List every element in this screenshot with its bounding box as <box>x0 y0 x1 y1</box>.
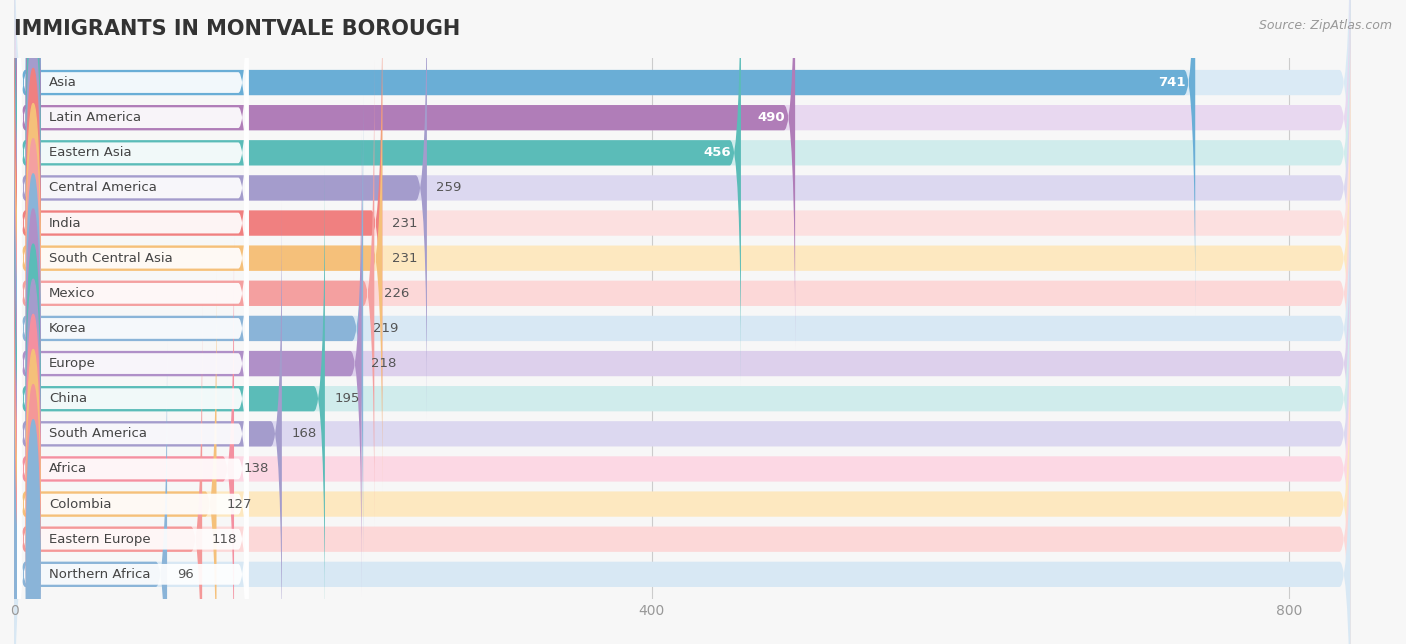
FancyBboxPatch shape <box>14 200 281 644</box>
FancyBboxPatch shape <box>14 25 382 491</box>
Circle shape <box>27 244 41 553</box>
FancyBboxPatch shape <box>14 25 1351 491</box>
FancyBboxPatch shape <box>14 236 233 644</box>
Text: 231: 231 <box>392 252 418 265</box>
Text: 456: 456 <box>704 146 731 159</box>
FancyBboxPatch shape <box>17 0 249 364</box>
FancyBboxPatch shape <box>17 293 249 644</box>
FancyBboxPatch shape <box>14 166 1351 632</box>
Text: 490: 490 <box>758 111 786 124</box>
Text: 218: 218 <box>371 357 396 370</box>
Text: Asia: Asia <box>49 76 77 89</box>
Text: Source: ZipAtlas.com: Source: ZipAtlas.com <box>1258 19 1392 32</box>
Circle shape <box>27 174 41 483</box>
Text: 231: 231 <box>392 216 418 229</box>
FancyBboxPatch shape <box>14 0 382 457</box>
FancyBboxPatch shape <box>17 0 249 399</box>
Circle shape <box>27 420 41 644</box>
Text: 118: 118 <box>212 533 238 545</box>
Text: 741: 741 <box>1159 76 1185 89</box>
Circle shape <box>27 68 41 377</box>
Text: 138: 138 <box>243 462 269 475</box>
FancyBboxPatch shape <box>17 328 249 644</box>
FancyBboxPatch shape <box>14 60 374 527</box>
Text: 219: 219 <box>373 322 398 335</box>
FancyBboxPatch shape <box>14 200 1351 644</box>
FancyBboxPatch shape <box>14 306 1351 644</box>
Text: 168: 168 <box>291 428 316 440</box>
FancyBboxPatch shape <box>17 0 249 294</box>
Text: Africa: Africa <box>49 462 87 475</box>
FancyBboxPatch shape <box>17 0 249 328</box>
FancyBboxPatch shape <box>14 0 1351 421</box>
Circle shape <box>27 0 41 272</box>
FancyBboxPatch shape <box>17 12 249 434</box>
FancyBboxPatch shape <box>17 188 249 610</box>
FancyBboxPatch shape <box>14 236 1351 644</box>
Text: Colombia: Colombia <box>49 498 111 511</box>
Circle shape <box>27 0 41 307</box>
Circle shape <box>27 384 41 644</box>
Text: Eastern Europe: Eastern Europe <box>49 533 150 545</box>
Circle shape <box>27 209 41 518</box>
Text: Central America: Central America <box>49 182 157 194</box>
FancyBboxPatch shape <box>17 82 249 504</box>
Text: India: India <box>49 216 82 229</box>
Text: 96: 96 <box>177 568 194 581</box>
Text: Korea: Korea <box>49 322 87 335</box>
Text: 195: 195 <box>335 392 360 405</box>
FancyBboxPatch shape <box>14 0 1351 386</box>
Text: 259: 259 <box>436 182 461 194</box>
FancyBboxPatch shape <box>17 258 249 644</box>
FancyBboxPatch shape <box>14 60 1351 527</box>
Circle shape <box>27 350 41 644</box>
Text: 127: 127 <box>226 498 252 511</box>
FancyBboxPatch shape <box>17 117 249 540</box>
Text: IMMIGRANTS IN MONTVALE BOROUGH: IMMIGRANTS IN MONTVALE BOROUGH <box>14 19 460 39</box>
FancyBboxPatch shape <box>14 0 796 351</box>
Text: South Central Asia: South Central Asia <box>49 252 173 265</box>
Text: Europe: Europe <box>49 357 96 370</box>
FancyBboxPatch shape <box>17 223 249 644</box>
FancyBboxPatch shape <box>14 341 167 644</box>
Circle shape <box>27 33 41 343</box>
FancyBboxPatch shape <box>14 306 202 644</box>
Text: China: China <box>49 392 87 405</box>
FancyBboxPatch shape <box>14 166 325 632</box>
FancyBboxPatch shape <box>14 0 1351 351</box>
FancyBboxPatch shape <box>14 0 427 421</box>
FancyBboxPatch shape <box>14 341 1351 644</box>
Circle shape <box>27 138 41 448</box>
Text: Latin America: Latin America <box>49 111 141 124</box>
Text: Mexico: Mexico <box>49 287 96 300</box>
FancyBboxPatch shape <box>17 363 249 644</box>
FancyBboxPatch shape <box>14 0 741 386</box>
Circle shape <box>27 314 41 623</box>
Text: 226: 226 <box>384 287 409 300</box>
Circle shape <box>27 104 41 413</box>
Circle shape <box>27 279 41 589</box>
FancyBboxPatch shape <box>17 47 249 469</box>
FancyBboxPatch shape <box>14 271 1351 644</box>
FancyBboxPatch shape <box>14 130 361 597</box>
FancyBboxPatch shape <box>14 271 217 644</box>
FancyBboxPatch shape <box>17 153 249 574</box>
FancyBboxPatch shape <box>14 130 1351 597</box>
FancyBboxPatch shape <box>14 95 1351 562</box>
FancyBboxPatch shape <box>14 95 363 562</box>
Text: Northern Africa: Northern Africa <box>49 568 150 581</box>
Text: South America: South America <box>49 428 148 440</box>
FancyBboxPatch shape <box>14 0 1351 457</box>
FancyBboxPatch shape <box>14 0 1195 316</box>
FancyBboxPatch shape <box>14 0 1351 316</box>
Text: Eastern Asia: Eastern Asia <box>49 146 132 159</box>
Circle shape <box>27 0 41 237</box>
